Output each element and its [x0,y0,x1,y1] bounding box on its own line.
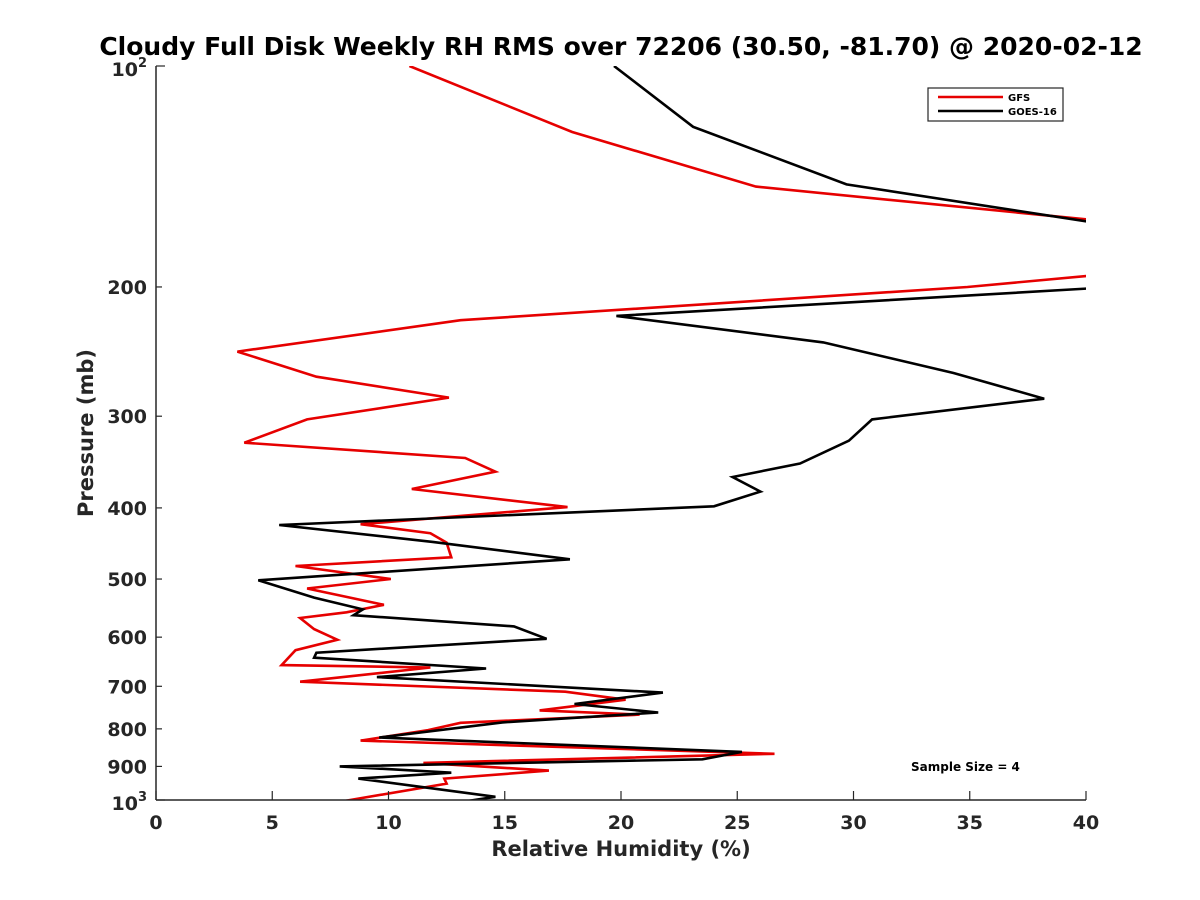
series-line-goes-16 [257,66,1086,800]
y-tick-label: 400 [107,498,147,520]
y-tick-label-bottom: 103 [112,790,148,815]
series-layer [237,66,1086,800]
y-tick-label: 700 [107,676,147,698]
x-tick-label: 35 [957,812,983,834]
x-axis-label: Relative Humidity (%) [491,837,750,861]
x-tick-label: 20 [608,812,634,834]
x-tick-label: 25 [724,812,750,834]
chart-title: Cloudy Full Disk Weekly RH RMS over 7220… [99,32,1142,61]
y-tick-label: 600 [107,627,147,649]
x-tick-label: 5 [266,812,279,834]
x-tick-label: 30 [840,812,866,834]
x-tick-label: 40 [1073,812,1099,834]
sample-size-annotation: Sample Size = 4 [911,760,1020,774]
x-ticks: 0 5 10 15 20 25 30 35 40 [149,791,1099,834]
y-tick-label: 200 [107,277,147,299]
y-tick-label: 300 [107,406,147,428]
x-tick-label: 10 [375,812,401,834]
y-tick-label-top: 102 [112,56,148,81]
y-tick-label: 800 [107,719,147,741]
y-ticks: 200 300 400 500 600 700 800 900 [107,65,165,801]
series-line-gfs [237,66,1086,800]
y-tick-label: 500 [107,569,147,591]
x-tick-label: 15 [492,812,518,834]
x-tick-label: 0 [149,812,162,834]
y-axis-label: Pressure (mb) [74,349,98,517]
legend-label-gfs: GFS [1008,93,1030,104]
legend-label-goes16: GOES-16 [1008,107,1057,118]
legend: GFS GOES-16 [927,87,1064,122]
y-tick-label: 900 [107,756,147,778]
legend-box [927,87,1064,122]
